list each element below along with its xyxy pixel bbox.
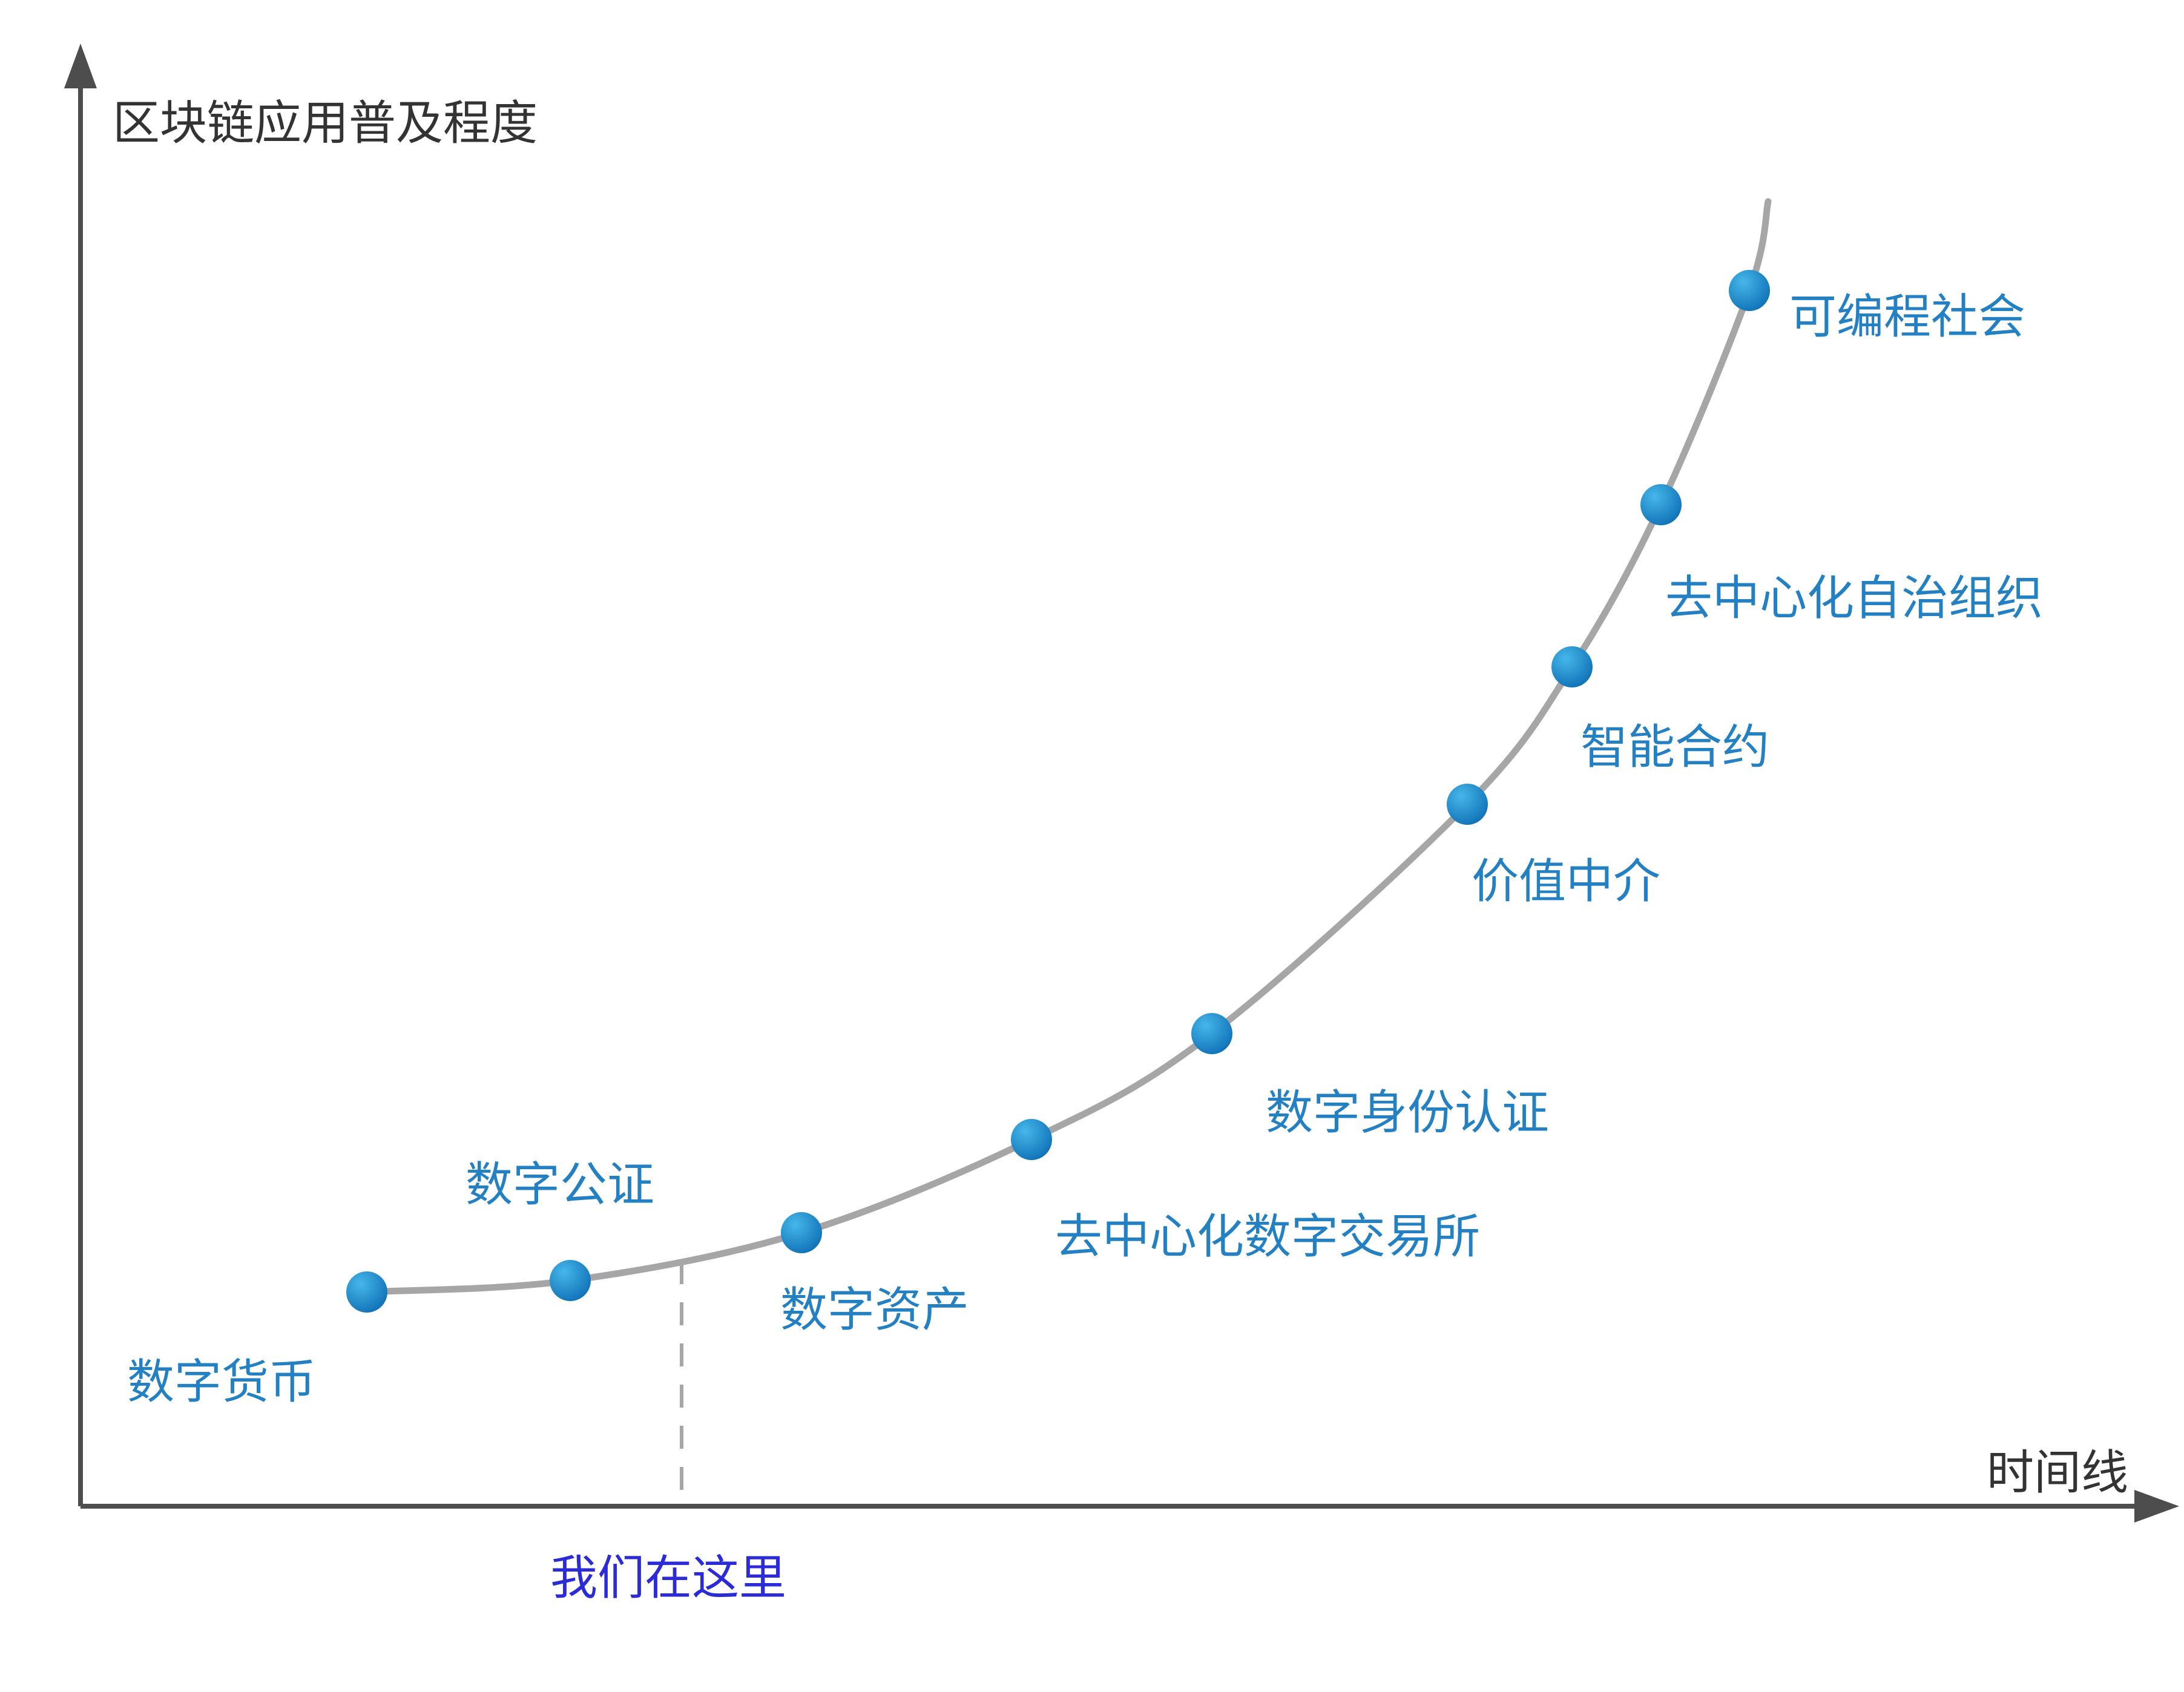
we-are-here-label: 我们在这里: [550, 1551, 786, 1604]
point-label: 数字货币: [127, 1355, 316, 1408]
x-axis-arrow-icon: [2134, 1490, 2179, 1523]
growth-curve: [363, 198, 1772, 1296]
y-axis-arrow-icon: [64, 44, 97, 88]
data-point: [346, 1271, 387, 1313]
data-point: [550, 1260, 591, 1301]
data-points: [346, 270, 1770, 1313]
data-point: [1640, 484, 1682, 525]
data-point: [1551, 646, 1593, 687]
point-label: 数字资产: [780, 1283, 969, 1336]
curve-path: [363, 198, 1772, 1296]
x-axis-title: 时间线: [1987, 1446, 2128, 1499]
point-label: 价值中介: [1472, 854, 1660, 908]
data-point: [781, 1212, 822, 1253]
point-label: 智能合约: [1580, 720, 1769, 773]
data-point: [1447, 784, 1488, 825]
point-label: 去中心化数字交易所: [1055, 1210, 1480, 1263]
axes: [64, 44, 2179, 1523]
current-position-annotation: 我们在这里: [550, 1261, 786, 1604]
point-label: 数字公证: [465, 1158, 654, 1211]
data-point: [1729, 270, 1770, 311]
data-point: [1191, 1013, 1232, 1054]
point-label: 去中心化自治组织: [1665, 571, 2043, 625]
y-axis-title: 区块链应用普及程度: [113, 96, 538, 149]
point-label: 可编程社会: [1789, 290, 2025, 343]
point-label: 数字身份认证: [1266, 1086, 1549, 1139]
data-point: [1011, 1119, 1052, 1160]
